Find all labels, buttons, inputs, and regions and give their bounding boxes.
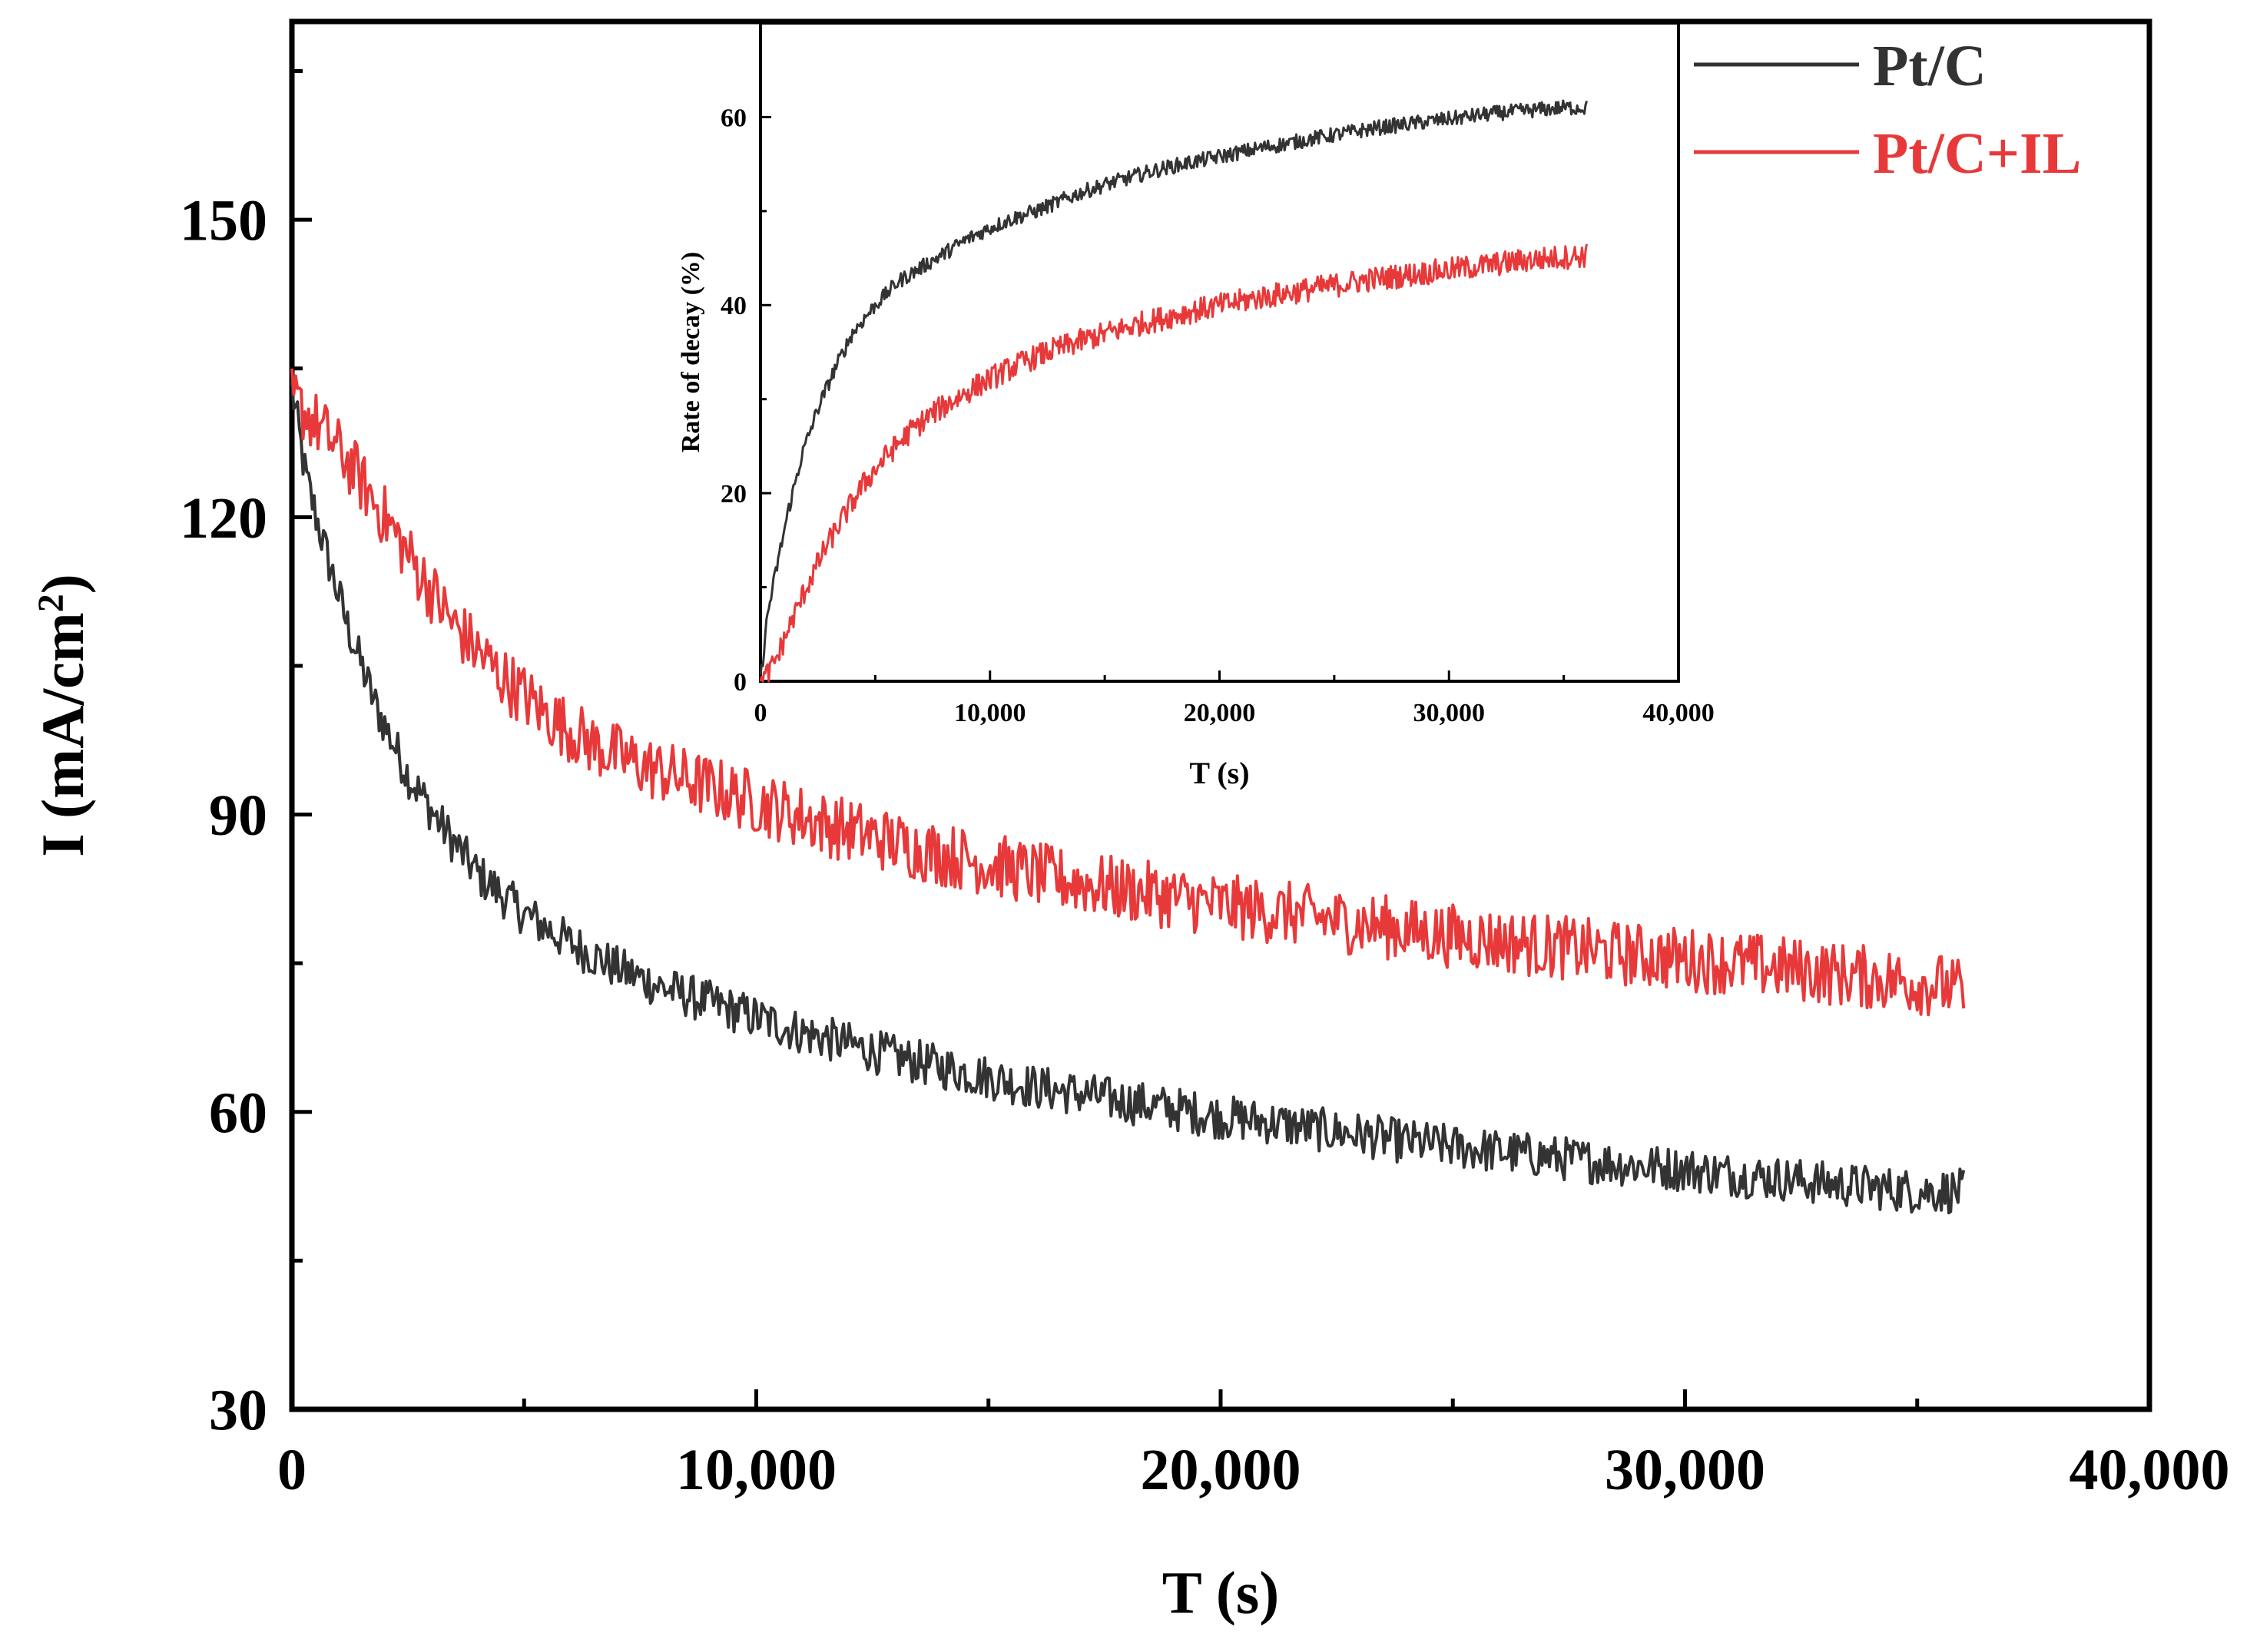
inset-x-ticks: 0 10,000 20,000 30,000 40,000 [754,670,1715,727]
main-y-axis-title-close: ) [29,574,96,594]
main-plot: 0 10,000 20,000 30,000 40,000 30 60 90 120 150 T… [29,18,2230,1626]
x-tick-label: 30,000 [1605,1438,1765,1502]
x-tick-label: 10,000 [676,1438,837,1502]
main-y-axis-title: I (mA/cm2) [29,574,96,856]
main-minor-ticks [292,69,1920,1409]
legend: Pt/C Pt/C+IL [1694,34,2081,186]
y-tick-label: 20 [721,480,747,508]
x-tick-label: 20,000 [1141,1438,1301,1502]
y-tick-label: 30 [209,1379,267,1443]
series-line-pt-c-il [759,243,1588,683]
x-tick-label: 30,000 [1413,699,1486,727]
series-line-pt-c-il [290,368,1966,1017]
inset-y-ticks: 0 20 40 60 [721,104,771,697]
y-tick-label: 40 [721,292,747,320]
y-tick-label: 60 [721,104,747,132]
x-tick-label: 40,000 [2069,1438,2230,1502]
main-series [290,368,1966,1215]
inset-minor-ticks [761,210,1566,681]
inset-y-axis-title: Rate of decay (%) [677,252,705,453]
legend-label-pt-c-il: Pt/C+IL [1873,121,2081,186]
x-tick-label: 20,000 [1184,699,1256,727]
y-tick-label: 90 [209,783,267,848]
inset-background [761,23,1678,681]
y-tick-label: 60 [209,1081,267,1145]
x-tick-label: 0 [277,1438,307,1502]
main-y-axis-title-text: I (mA/cm [29,612,96,856]
legend-label-pt-c: Pt/C [1873,34,1987,98]
inset-x-axis-title: T (s) [1189,756,1249,790]
y-tick-label: 0 [734,668,747,697]
x-tick-label: 10,000 [954,699,1026,727]
y-tick-label: 120 [180,486,267,551]
main-x-ticks: 0 10,000 20,000 30,000 40,000 [277,1389,2230,1502]
inset-series [759,99,1588,683]
main-y-axis-title-sup: 2 [31,594,71,612]
series-line-pt-c [759,99,1588,675]
x-tick-label: 0 [754,699,767,727]
y-tick-label: 150 [180,189,267,253]
series-line-pt-c [290,381,1966,1215]
main-x-axis-title: T (s) [1162,1559,1279,1626]
main-y-ticks: 30 60 90 120 150 [180,189,312,1443]
x-tick-label: 40,000 [1642,699,1715,727]
